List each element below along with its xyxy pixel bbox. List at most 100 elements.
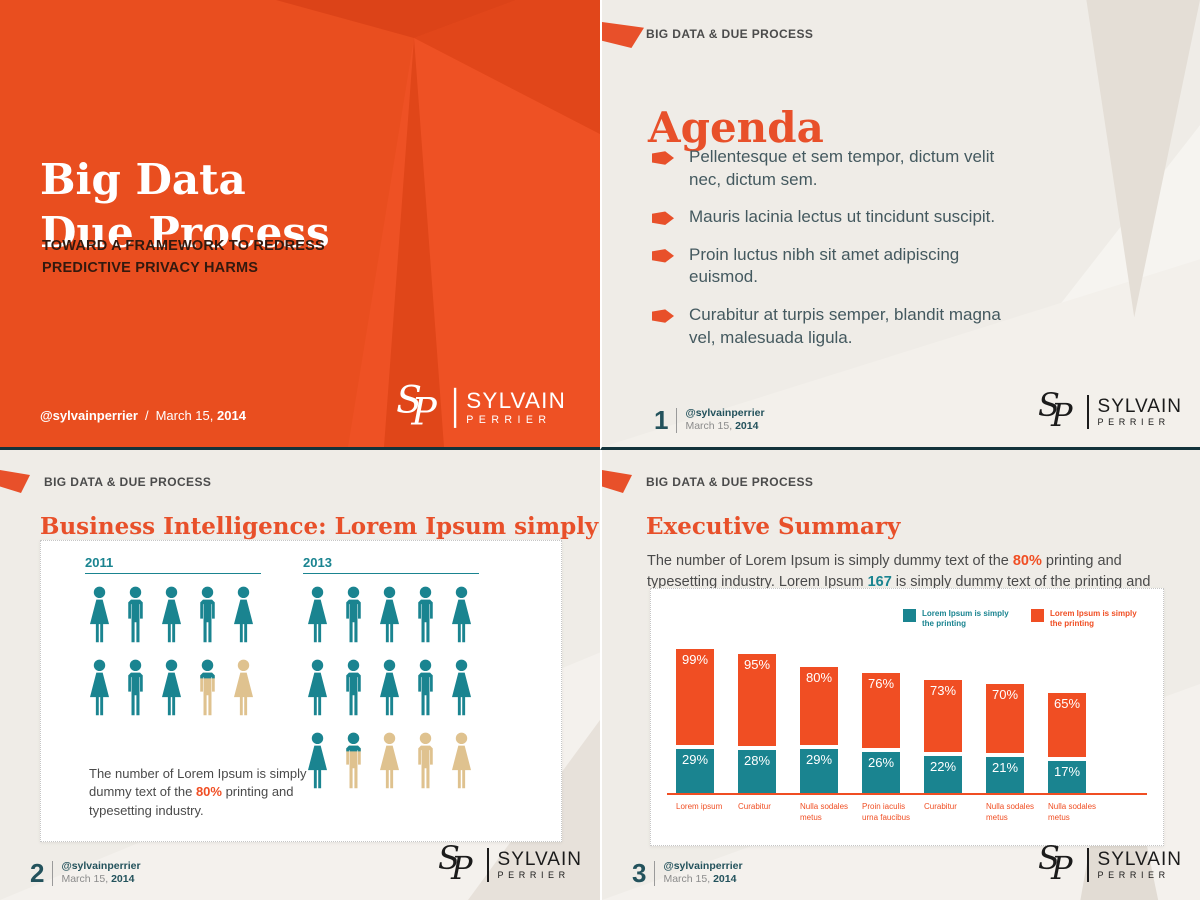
twitter-handle: @sylvainperrier: [61, 859, 141, 872]
person-woman-icon: [307, 586, 328, 643]
bar-value-label: 73%: [929, 683, 957, 698]
text-segment: 80%: [195, 784, 222, 800]
text-segment: 80%: [1012, 552, 1042, 569]
person-woman-icon: [161, 586, 182, 643]
text-segment: 167: [867, 574, 892, 591]
deck-header: BIG DATA & DUE PROCESS: [646, 27, 814, 41]
arrow-bullet-icon: [652, 309, 674, 323]
stacked-bar-chart: Lorem Ipsum is simply the printing Lorem …: [651, 589, 1163, 845]
category-label: Nulla sodales metus: [1048, 802, 1097, 822]
agenda-item: Mauris lacinia lectus ut tincidunt susci…: [652, 206, 1004, 229]
bar-segment-bottom: 29%: [676, 749, 714, 794]
text-segment: is simply dummy text of the printing and: [891, 574, 1151, 591]
page-number: 1: [654, 405, 669, 436]
agenda-item-label: Proin luctus nibh sit amet adipiscing eu…: [689, 244, 960, 287]
bar-value-label: 26%: [867, 755, 895, 770]
twitter-handle: @sylvainperrier: [40, 408, 138, 423]
arrow-bullet-icon: [652, 211, 674, 225]
arrow-bullet-icon: [652, 151, 674, 165]
pictograph-caption: The number of Lorem Ipsum is simply dumm…: [89, 765, 307, 820]
brand-logo: S P SYLVAIN PERRIER: [1036, 842, 1182, 888]
pictograph-row: [85, 658, 261, 718]
bar-segment-top: 70%: [986, 684, 1024, 753]
category-label: Curabitur: [924, 802, 957, 811]
person-man-split-icon: [339, 731, 368, 791]
agenda-item: Pellentesque et sem tempor, dictum velit…: [652, 146, 1004, 191]
person-woman-icon: [307, 732, 328, 789]
bar-value-label: 17%: [1053, 764, 1081, 779]
text-segment: printing and typesetting industry. Lorem…: [647, 552, 1122, 591]
footer-date: March 15, 2014: [663, 873, 737, 886]
bar-chart-card: Lorem Ipsum is simply the printing Lorem …: [650, 588, 1164, 846]
legend-swatch-icon: [1031, 609, 1044, 622]
brand-logo: S P SYLVAIN PERRIER: [394, 381, 566, 435]
person-man-icon: [346, 586, 361, 643]
page-number: 3: [632, 858, 647, 889]
header-flag-icon: [602, 22, 644, 48]
footer-date: March 15,: [155, 408, 217, 423]
brand-logo: S P SYLVAIN PERRIER: [436, 842, 582, 888]
cover-title-line2: Due Process: [40, 207, 330, 257]
bar-value-label: 29%: [681, 752, 709, 767]
slide-3-business-intelligence[interactable]: BIG DATA & DUE PROCESS Business Intellig…: [0, 450, 600, 900]
pictograph-row: [303, 585, 479, 645]
bar-value-label: 70%: [991, 687, 1019, 702]
page-number: 2: [30, 858, 45, 889]
logo-wordmark: SYLVAIN PERRIER: [466, 388, 566, 426]
logo-divider: [453, 387, 456, 428]
slide-1-cover[interactable]: Big Data Due Process TOWARD A FRAMEWORK …: [0, 0, 600, 450]
footer-meta: @sylvainperrier March 15, 2014: [61, 860, 140, 887]
slide-title: Business Intelligence: Lorem Ipsum simpl…: [40, 513, 599, 541]
page-footer: 1 @sylvainperrier March 15, 2014: [654, 407, 765, 434]
summary-paragraph: The number of Lorem Ipsum is simply dumm…: [647, 551, 1152, 595]
chart-baseline: [667, 793, 1147, 795]
category-label: Nulla sodales metus: [800, 802, 849, 822]
twitter-handle: @sylvainperrier: [685, 406, 765, 419]
bar-segment-top: 65%: [1048, 693, 1086, 757]
slide-4-executive-summary[interactable]: BIG DATA & DUE PROCESS Executive Summary…: [600, 450, 1200, 900]
slide-2-agenda[interactable]: BIG DATA & DUE PROCESS Agenda Pellentesq…: [600, 0, 1200, 450]
agenda-item-label: Pellentesque et sem tempor, dictum velit…: [689, 147, 995, 189]
legend-swatch-icon: [903, 609, 916, 622]
slide-title: Agenda: [648, 102, 824, 152]
bar-segment-top: 99%: [676, 649, 714, 745]
person-man-icon: [418, 732, 433, 789]
bar-value-label: 21%: [991, 760, 1019, 775]
cover-title: Big Data Due Process: [40, 154, 330, 259]
page-footer: 3 @sylvainperrier March 15, 2014: [632, 860, 743, 887]
person-man-icon: [200, 586, 215, 643]
person-woman-icon: [89, 659, 110, 716]
pictograph-group: 2013: [303, 555, 479, 804]
logo-divider: [1087, 395, 1089, 429]
person-woman-icon: [233, 659, 254, 716]
bar-value-label: 76%: [867, 676, 895, 691]
cover-subtitle-line2: PREDICTIVE PRIVACY HARMS: [42, 259, 259, 276]
bar-value-label: 95%: [743, 657, 771, 672]
slide-title: Executive Summary: [646, 513, 901, 541]
bar-value-label: 28%: [743, 753, 771, 768]
person-man-icon: [346, 659, 361, 716]
category-label: Nulla sodales metus: [986, 802, 1035, 822]
cover-footer: @sylvainperrier / March 15, 2014: [40, 408, 246, 423]
agenda-item: Proin luctus nibh sit amet adipiscing eu…: [652, 244, 1004, 289]
bar-segment-bottom: 29%: [800, 749, 838, 794]
agenda-item-label: Mauris lacinia lectus ut tincidunt susci…: [689, 207, 996, 227]
person-woman-icon: [379, 659, 400, 716]
category-label: Curabitur: [738, 802, 771, 811]
footer-year: 2014: [217, 408, 246, 423]
logo-divider: [487, 848, 489, 882]
agenda-item-label: Curabitur at turpis semper, blandit magn…: [689, 305, 1001, 347]
cover-subtitle: TOWARD A FRAMEWORK TO REDRESS PREDICTIVE…: [42, 236, 325, 280]
pictograph-card: 2011 2013 The number of Lorem Ipsum is si…: [40, 540, 562, 842]
header-flag-icon: [0, 470, 30, 493]
legend-label: Lorem Ipsum is simply the printing: [922, 609, 1009, 629]
person-woman-icon: [307, 659, 328, 716]
text-segment: The number of Lorem Ipsum is simply dumm…: [647, 552, 1013, 569]
arrow-bullet-icon: [652, 249, 674, 263]
pictograph-row: [303, 658, 479, 718]
pictograph-group-label: 2011: [85, 555, 261, 574]
